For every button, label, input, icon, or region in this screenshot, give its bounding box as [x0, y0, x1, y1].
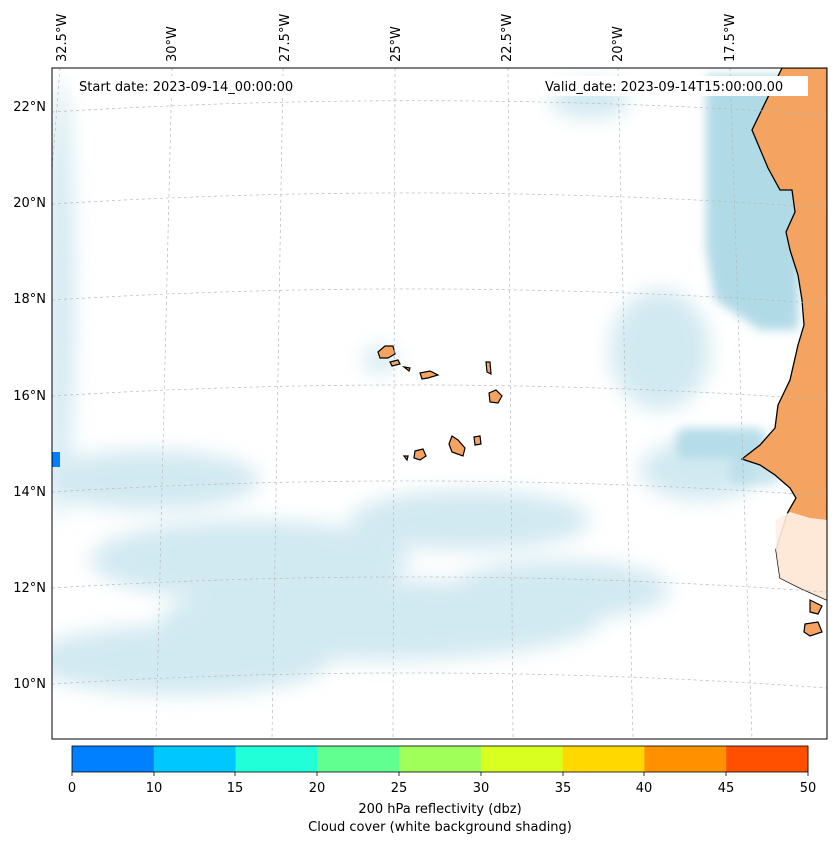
- lat-label: 18°N: [13, 292, 46, 307]
- lon-label: 25°W: [389, 26, 404, 62]
- colorbar-frame: [71, 745, 809, 773]
- colorbar-swatch: [399, 746, 482, 772]
- colorbar-label-cloud-cover: Cloud cover (white background shading): [308, 820, 572, 835]
- reflectivity-cell: [52, 452, 60, 467]
- colorbar-swatches: [72, 746, 809, 772]
- cloud-over-land: [776, 512, 827, 600]
- colorbar-swatch: [562, 746, 645, 772]
- longitude-labels: 32.5°W 30°W 27.5°W 25°W 22.5°W 20°W 17.5…: [55, 14, 738, 62]
- colorbar-label-reflectivity: 200 hPa reflectivity (dbz): [358, 802, 521, 817]
- lon-label: 32.5°W: [55, 14, 70, 62]
- latitude-labels: 22°N 20°N 18°N 16°N 14°N 12°N 10°N: [13, 100, 46, 692]
- colorbar-swatch: [72, 746, 155, 772]
- lon-label: 20°W: [611, 26, 626, 62]
- cape-verde-islands: [377, 345, 823, 637]
- colorbar-swatch: [235, 746, 318, 772]
- colorbar-ticks: [71, 772, 809, 776]
- colorbar-swatch: [317, 746, 400, 772]
- colorbar-tick-label: 20: [309, 781, 326, 796]
- colorbar-swatch: [153, 746, 237, 772]
- lat-label: 20°N: [13, 196, 46, 211]
- lat-label: 12°N: [13, 581, 46, 596]
- colorbar-tick-label: 10: [146, 781, 163, 796]
- lat-label: 14°N: [13, 485, 46, 500]
- colorbar-tick-label: 0: [68, 781, 76, 796]
- cloud-cover-shading: [52, 80, 760, 695]
- lon-label: 22.5°W: [500, 14, 515, 62]
- map-frame: [51, 67, 828, 740]
- lon-label: 30°W: [165, 26, 180, 62]
- colorbar-swatch: [726, 746, 809, 772]
- colorbar-tick-labels: 0 10 15 20 25 30 35 40 45 50: [68, 781, 816, 796]
- valid-date-box: [538, 76, 808, 96]
- start-date-label: Start date: 2023-09-14_00:00:00: [79, 80, 293, 95]
- colorbar-swatch: [644, 746, 727, 772]
- start-date-box: [72, 76, 312, 96]
- valid-date-label: Valid_date: 2023-09-14T15:00:00.00: [545, 80, 783, 95]
- colorbar-tick-label: 25: [391, 781, 408, 796]
- colorbar-tick-label: 50: [800, 781, 817, 796]
- lat-label: 16°N: [13, 389, 46, 404]
- lat-label: 10°N: [13, 677, 46, 692]
- graticule: [52, 68, 827, 739]
- colorbar-tick-label: 30: [473, 781, 490, 796]
- lon-label: 17.5°W: [723, 14, 738, 62]
- colorbar-tick-label: 35: [555, 781, 572, 796]
- colorbar-tick-label: 15: [227, 781, 244, 796]
- lon-label: 27.5°W: [278, 14, 293, 62]
- colorbar-tick-label: 40: [636, 781, 653, 796]
- colorbar: 0 10 15 20 25 30 35 40 45 50 200 hPa ref…: [68, 745, 816, 835]
- colorbar-tick-label: 45: [718, 781, 735, 796]
- lat-label: 22°N: [13, 100, 46, 115]
- africa-landmass: [740, 68, 827, 601]
- colorbar-swatch: [480, 746, 564, 772]
- map-panel: Start date: 2023-09-14_00:00:00 Valid_da…: [52, 68, 827, 739]
